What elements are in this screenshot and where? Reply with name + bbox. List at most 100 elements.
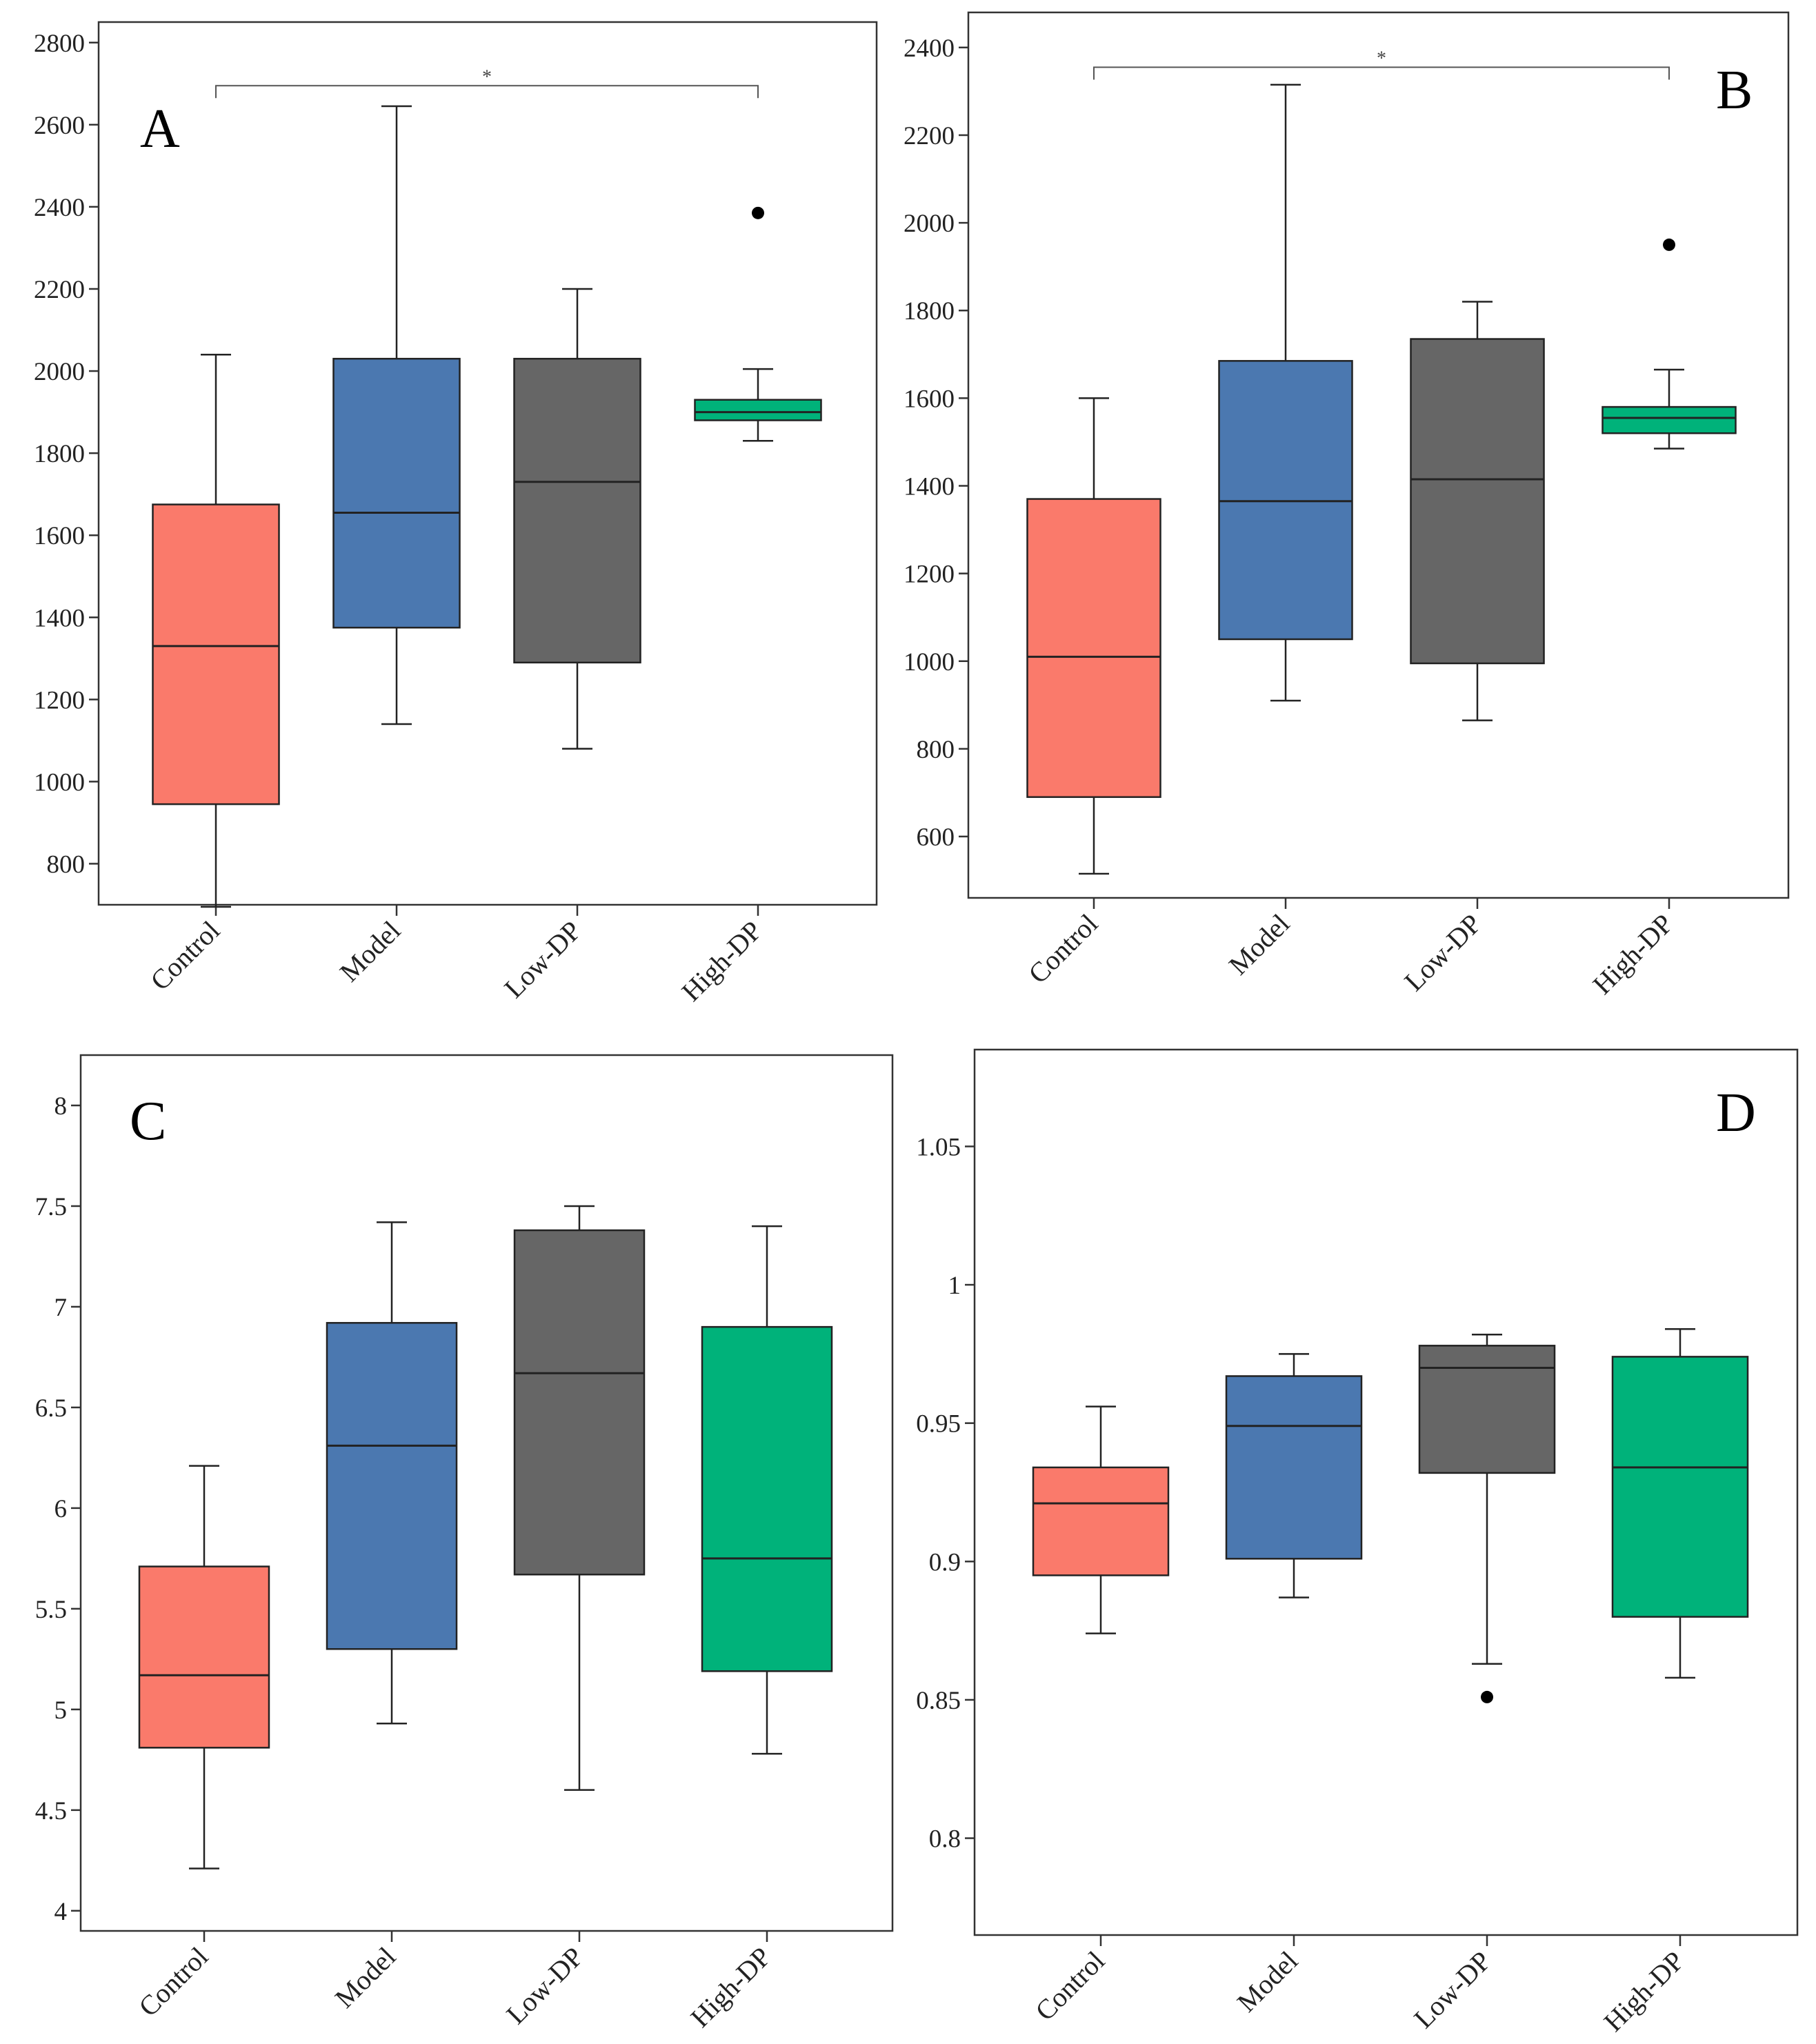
plot-d: 0.8 0.85 0.9 0.95 1 1.05 Control Model Low-DP Hig… (916, 1048, 1799, 2038)
box-iqr (513, 357, 641, 663)
y-tick-label: 0.9 (929, 1548, 961, 1576)
panel-letter-a: A (140, 99, 180, 159)
y-tick-label: 1400 (904, 472, 955, 501)
y-tick-label: 2000 (904, 210, 955, 238)
box-iqr (1225, 1375, 1363, 1560)
y-tick-label: 2200 (904, 122, 955, 150)
y-tick-label: 5.5 (35, 1596, 67, 1624)
panel-d: 0.8 0.85 0.9 0.95 1 1.05 Control Model Low-DP Hig… (916, 1048, 1799, 2038)
x-category-label: Control (132, 1941, 214, 2023)
box-control (1032, 1405, 1170, 1634)
y-tick-label: 2200 (34, 276, 85, 304)
box-iqr (1602, 405, 1737, 434)
box-iqr (332, 357, 461, 629)
plot-frame (79, 1054, 894, 1932)
y-tick-label: 600 (917, 823, 955, 852)
x-category-label: Control (144, 915, 226, 996)
y-tick-label: 0.85 (916, 1687, 961, 1715)
box-high-dp (1602, 238, 1737, 450)
y-tick-label: 1600 (904, 385, 955, 413)
panel-letter-b: B (1716, 60, 1753, 121)
y-tick-label: 2400 (34, 194, 85, 222)
x-category-label: Model (334, 915, 407, 988)
x-category-label: Low-DP (1398, 908, 1487, 997)
box-control (1026, 397, 1161, 875)
y-tick-label: 5 (54, 1696, 68, 1725)
y-tick-label: 1400 (34, 604, 85, 632)
y-tick-label: 2400 (904, 34, 955, 63)
x-category-label: Control (1029, 1945, 1110, 2027)
y-tick-label: 800 (47, 850, 86, 879)
y-tick-label: 1600 (34, 522, 85, 550)
x-category-label: Low-DP (1408, 1945, 1497, 2034)
y-tick-label: 7.5 (35, 1193, 67, 1221)
y-tick-label: 1.05 (916, 1133, 961, 1161)
panel-b: 600 800 1000 1200 1400 1600 1800 2000 2200 2400 Co… (904, 11, 1790, 1001)
box-model (332, 105, 461, 725)
box-control (138, 1465, 270, 1870)
x-category-label: Model (1223, 908, 1296, 981)
y-tick-label: 1200 (34, 686, 85, 714)
x-category-label: Model (1231, 1945, 1304, 2018)
plot-frame (967, 11, 1790, 899)
y-tick-label: 1000 (904, 648, 955, 677)
box-iqr (1026, 498, 1161, 799)
box-control (152, 353, 280, 908)
plot-frame (97, 21, 878, 906)
box-iqr (1611, 1356, 1749, 1618)
outlier-point (1663, 238, 1675, 251)
y-tick-label: 2000 (34, 358, 85, 386)
significance-bracket (215, 85, 759, 99)
box-model (326, 1221, 458, 1725)
outlier-point (752, 206, 764, 219)
y-tick-label: 2600 (34, 112, 85, 140)
y-tick-label: 7 (54, 1294, 68, 1322)
box-low-dp (513, 1205, 646, 1791)
x-category-label: High-DP (1597, 1945, 1690, 2038)
box-iqr (152, 503, 280, 805)
x-category-label: High-DP (675, 915, 768, 1008)
box-high-dp (694, 206, 822, 442)
box-low-dp (1410, 301, 1545, 721)
box-high-dp (701, 1225, 833, 1755)
box-iqr (1218, 360, 1353, 641)
x-category-label: High-DP (1586, 908, 1679, 1001)
y-tick-label: 6 (54, 1495, 68, 1523)
box-iqr (1032, 1466, 1170, 1576)
y-tick-label: 4 (54, 1898, 68, 1926)
panel-a: 800 1000 1200 1400 1600 1800 2000 2200 2400 2600 2… (34, 21, 878, 1008)
box-iqr (1410, 338, 1545, 665)
panel-letter-c: C (130, 1091, 166, 1152)
y-tick-label: 6.5 (35, 1394, 67, 1423)
y-tick-label: 0.95 (916, 1410, 961, 1439)
box-low-dp (1418, 1334, 1556, 1703)
y-tick-label: 1000 (34, 768, 85, 796)
plot-b: 600 800 1000 1200 1400 1600 1800 2000 2200 2400 Co… (904, 11, 1790, 1001)
x-category-label: Low-DP (498, 915, 587, 1004)
box-iqr (138, 1565, 270, 1749)
box-model (1225, 1353, 1363, 1599)
y-tick-label: 1 (948, 1272, 961, 1300)
plot-a: 800 1000 1200 1400 1600 1800 2000 2200 2400 2600 2… (34, 21, 878, 1008)
box-low-dp (513, 288, 641, 750)
panel-letter-d: D (1716, 1083, 1756, 1143)
y-tick-label: 1200 (904, 561, 955, 589)
box-iqr (1418, 1345, 1556, 1474)
y-tick-label: 1800 (904, 297, 955, 325)
x-category-label: Model (329, 1941, 402, 2014)
outlier-point (1481, 1690, 1493, 1703)
box-high-dp (1611, 1328, 1749, 1679)
y-tick-label: 2800 (34, 30, 85, 58)
box-model (1218, 83, 1353, 702)
box-iqr (701, 1325, 833, 1672)
significance-label: * (482, 66, 492, 88)
box-iqr (326, 1322, 458, 1650)
box-iqr (513, 1229, 646, 1576)
y-tick-label: 8 (54, 1092, 68, 1121)
x-category-label: Low-DP (500, 1941, 589, 2030)
panel-c: 4 4.5 5 5.5 6 6.5 7 7.5 8 Control Model Low-DP High-… (35, 1054, 894, 2034)
significance-bracket (1093, 66, 1670, 80)
plot-frame (973, 1048, 1799, 1936)
box-iqr (694, 399, 822, 421)
